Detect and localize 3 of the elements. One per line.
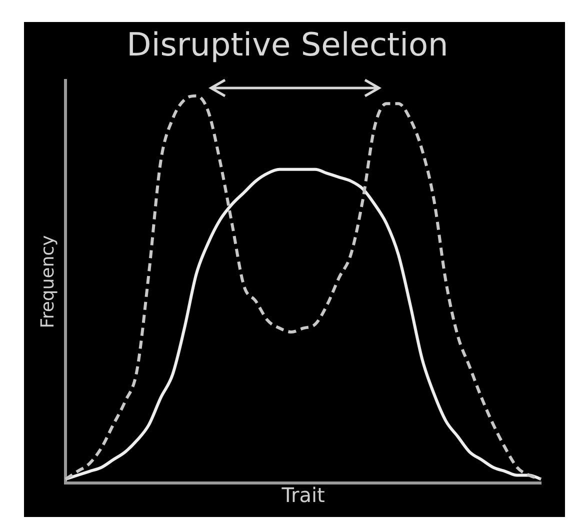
y-axis-title: Frequency bbox=[37, 234, 58, 328]
x-axis-title: Trait bbox=[280, 483, 326, 508]
chart-title: Disruptive Selection bbox=[126, 26, 448, 64]
